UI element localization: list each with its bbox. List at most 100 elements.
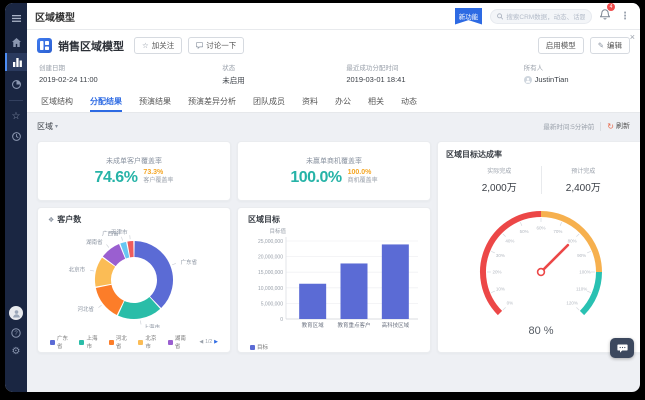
owner-name[interactable]: JustinTian xyxy=(534,75,569,84)
bar-chart-card: 区域目标 目标值 0 5,000,000 10,000,000 15,000,000 20… xyxy=(237,207,431,353)
search-input[interactable]: 搜索CRM数据，动态、话题等 xyxy=(490,8,592,24)
discuss-button[interactable]: 讨论一下 xyxy=(188,37,245,54)
chevron-down-icon: ▾ xyxy=(55,123,59,130)
tab-5[interactable]: 团队成员 xyxy=(253,97,285,106)
gear-icon: ⚙ xyxy=(11,345,21,357)
chat-button[interactable] xyxy=(610,338,634,358)
svg-text:?: ? xyxy=(14,331,18,337)
donut-segment xyxy=(95,284,125,315)
bar-x-tick: 教育区域 xyxy=(302,321,325,329)
sidebar-item-history[interactable] xyxy=(5,127,27,145)
legend-item[interactable]: 北京市 xyxy=(138,334,161,350)
owner-avatar xyxy=(523,75,532,84)
sidebar-item-reports[interactable] xyxy=(5,75,27,93)
bar-chart: 目标值 0 5,000,000 10,000,000 15,000,000 20,000,… xyxy=(258,227,418,329)
donut-label: 广东省 xyxy=(181,258,198,266)
gauge-segment xyxy=(480,211,542,316)
last-updated-text: 最新时间:5分钟前 xyxy=(543,124,595,131)
bar xyxy=(340,263,368,319)
legend-prev-icon[interactable]: ◀ xyxy=(199,339,204,345)
close-icon[interactable]: × xyxy=(629,32,635,42)
bar-y-tick: 15,000,000 xyxy=(258,270,283,276)
pie-chart-icon xyxy=(11,79,21,89)
bar-y-tick: 10,000,000 xyxy=(258,286,283,292)
divider xyxy=(600,121,602,131)
bar-y-tick: 5,000,000 xyxy=(261,301,283,307)
gauge-tick-label: 90% xyxy=(577,253,586,258)
help-button[interactable]: ? xyxy=(5,324,27,342)
sidebar-divider xyxy=(9,100,23,101)
legend-item[interactable]: 目标 xyxy=(250,343,268,351)
metric-value: 100.0% xyxy=(290,168,342,186)
notification-bell[interactable]: 4 xyxy=(599,3,615,25)
metric-card-opportunity-coverage: 未赢单商机覆盖率 100.0% 100.0% 商机覆盖率 xyxy=(237,141,431,201)
person-icon xyxy=(12,309,20,318)
legend-next-icon[interactable]: ▶ xyxy=(214,339,219,345)
chart-title: 区域目标达成率 xyxy=(446,150,502,159)
legend-item[interactable]: 湖南省 xyxy=(167,334,191,350)
tab-1[interactable]: 区域结构 xyxy=(41,97,73,106)
user-avatar[interactable] xyxy=(9,306,23,320)
region-filter-dropdown[interactable]: 区域 ▾ xyxy=(37,121,59,131)
donut-segment xyxy=(133,241,173,308)
metric-card-customer-coverage: 未成单客户覆盖率 74.6% 73.3% 客户覆盖率 xyxy=(37,141,231,201)
donut-legend: 广东省 上海市 河北省 北京市 湖南省 ◀ 1/2 ▶ xyxy=(42,333,226,350)
follow-button[interactable]: ☆ 加关注 xyxy=(134,37,183,54)
donut-chart-card: ❖ 客户数 广东省上海市河北省北京市湖南省广西省天津市 广东省上海市河北省北京市… xyxy=(37,207,231,353)
sidebar-item-favorites[interactable]: ☆ xyxy=(5,107,27,125)
donut-label: 河北省 xyxy=(78,305,95,313)
tab-4[interactable]: 预演差异分析 xyxy=(188,97,236,106)
donut-label: 湖南省 xyxy=(86,238,103,246)
new-feature-badge[interactable]: 新功能 xyxy=(455,7,482,25)
tab-7[interactable]: 办公 xyxy=(335,97,351,106)
menu-icon[interactable] xyxy=(5,9,27,27)
bell-icon xyxy=(599,9,611,20)
donut-segment xyxy=(120,241,130,259)
legend-item[interactable]: 广东省 xyxy=(50,334,73,350)
metric-value: 74.6% xyxy=(94,168,138,186)
tab-bar: 区域结构 分配结果 预演结果 预演差异分析 团队成员 资料 办公 相关 动态 xyxy=(27,92,640,113)
refresh-icon: ↻ xyxy=(607,121,614,131)
donut-label: 天津市 xyxy=(111,228,128,236)
enable-model-button[interactable]: 启用模型 xyxy=(537,37,584,54)
edit-button[interactable]: ✎ 编辑 xyxy=(589,37,630,54)
refresh-button[interactable]: ↻ 刷新 xyxy=(607,121,630,131)
gauge-tick-label: 70% xyxy=(553,229,562,234)
sidebar-item-home[interactable] xyxy=(5,33,27,51)
more-menu-icon[interactable]: ⋮ xyxy=(620,10,630,22)
model-icon xyxy=(37,38,52,53)
bar xyxy=(299,283,327,319)
gauge-tick-label: 120% xyxy=(566,301,578,306)
tab-9[interactable]: 动态 xyxy=(401,97,417,106)
bar-y-axis-label: 目标值 xyxy=(269,227,286,235)
tab-6[interactable]: 资料 xyxy=(302,97,318,106)
metric-compare-value: 73.3% xyxy=(143,169,164,177)
sidebar-item-analytics[interactable] xyxy=(5,53,27,71)
bar-legend: 目标 xyxy=(242,342,426,351)
record-title: 销售区域模型 xyxy=(58,40,124,53)
settings-button[interactable]: ⚙ xyxy=(5,342,27,360)
gauge-tick-label: 50% xyxy=(520,229,529,234)
hamburger-icon xyxy=(11,14,21,22)
bar xyxy=(381,244,409,319)
tab-8[interactable]: 相关 xyxy=(368,97,384,106)
tab-3[interactable]: 预演结果 xyxy=(139,97,171,106)
gauge-tick-label: 0% xyxy=(507,301,514,306)
meta-status: 状态 未启用 xyxy=(222,65,245,85)
tab-2[interactable]: 分配结果 xyxy=(90,92,122,112)
metric-compare-value: 100.0% xyxy=(347,169,372,177)
legend-item[interactable]: 上海市 xyxy=(79,334,102,350)
edit-icon: ✎ xyxy=(597,41,604,50)
gauge-card: 区域目标达成率 实际完成 2,000万 预计完成 2,400万 0% 10% 20%… xyxy=(437,141,640,353)
widget-icon: ❖ xyxy=(48,216,55,224)
clock-icon xyxy=(11,131,21,141)
help-icon: ? xyxy=(11,328,21,338)
chart-title: 客户数 xyxy=(57,215,82,224)
app-window: ☆ ? ⚙ 区域模型 新功能 搜索CRM数据，动态、话题等 4 ⋮ xyxy=(5,3,640,392)
gauge-tick-label: 110% xyxy=(576,286,587,291)
chart-title: 区域目标 xyxy=(248,215,280,224)
main-content: × 销售区域模型 ☆ 加关注 讨论一下 启用模型 xyxy=(27,30,640,392)
legend-item[interactable]: 河北省 xyxy=(108,334,132,350)
